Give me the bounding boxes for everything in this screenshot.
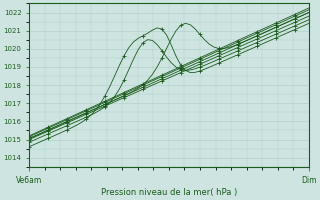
X-axis label: Pression niveau de la mer( hPa ): Pression niveau de la mer( hPa ): [101, 188, 237, 197]
